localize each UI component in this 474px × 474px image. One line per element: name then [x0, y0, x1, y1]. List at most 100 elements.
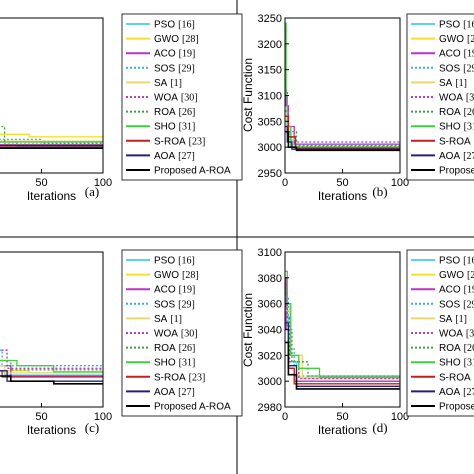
legend-entry-s-roa-b: S-ROA[23] — [439, 136, 474, 147]
series-line-roa-b — [285, 110, 400, 147]
x-tick-label-a-50: 50 — [35, 177, 47, 189]
legend-ref-s-roa-c: [23] — [189, 372, 206, 383]
series-line-woa-c — [0, 349, 103, 369]
legend-entry-aoa-a: AOA [27] — [154, 151, 195, 162]
legend-ref-gwo-a: [28] — [182, 34, 199, 45]
legend-entry-pso-c: PSO [16] — [154, 256, 195, 267]
series-line-sho-b — [285, 22, 400, 148]
legend-ref-aco-b: [19] — [464, 49, 474, 60]
legend-entry-sos-c: SOS [29] — [154, 299, 195, 310]
series-line-proposed-a-roa-b — [285, 130, 400, 152]
x-tick-label-d-50: 50 — [336, 411, 348, 423]
series-line-aco-a — [0, 143, 103, 146]
x-tick-label-d-0: 0 — [282, 411, 288, 423]
legend-ref-woa-a: [30] — [181, 93, 198, 104]
legend-entry-woa-d: WOA[30] — [439, 329, 474, 340]
x-tick-label-c-100: 100 — [94, 411, 112, 423]
legend-entry-sho-d: SHO[31] — [439, 358, 474, 369]
y-tick-label-d-3000: 3000 — [258, 376, 282, 388]
legend-ref-sa-c: [1] — [170, 314, 182, 325]
legend-entry-sos-b: SOS[29] — [439, 63, 474, 74]
legend-entry-roa-a: ROA [26] — [154, 107, 195, 118]
legend-entry-aoa-b: AOA[27] — [439, 151, 474, 162]
legend-entry-aco-d: ACO[19] — [439, 285, 474, 296]
series-line-s-roa-a — [0, 146, 103, 148]
series-line-roa-a — [0, 125, 103, 145]
legend-a: PSO [16]GWO [28]ACO [19]SOS [29]SA [1]WOA [30]… — [121, 13, 243, 181]
legend-c: PSO [16]GWO [28]ACO [19]SOS [29]SA [1]WOA [30]… — [121, 249, 243, 417]
x-tick-label-c-50: 50 — [35, 411, 47, 423]
legend-ref-pso-b: [16] — [463, 20, 474, 31]
legend-entry-sos-d: SOS[29] — [439, 299, 474, 310]
legend-ref-woa-c: [30] — [181, 329, 198, 340]
legend-ref-pso-a: [16] — [178, 20, 195, 31]
panel-c: 50 100 Iterations PSO [16] GWO [28] ACO [19] SOS[… — [0, 249, 243, 437]
legend-entry-s-roa-c: S-ROA [23] — [154, 372, 205, 383]
legend-entry-sho-b: SHO[31] — [439, 122, 474, 133]
legend-ref-aco-c: [19] — [179, 285, 196, 296]
legend-entry-proposed-a-roa-b: Proposed A-ROA — [439, 166, 474, 177]
legend-entry-roa-b: ROA[26] — [439, 107, 474, 118]
legend-entry-gwo-a: GWO [28] — [154, 34, 199, 45]
y-tick-label-b-2950: 2950 — [258, 168, 282, 180]
legend-ref-sos-a: [29] — [178, 63, 195, 74]
legend-ref-roa-a: [26] — [179, 107, 196, 118]
y-tick-label-b-3000: 3000 — [258, 142, 282, 154]
series-line-sho-c — [0, 359, 103, 373]
y-tick-label-d-3100: 3100 — [258, 247, 282, 259]
legend-ref-aco-a: [19] — [179, 49, 196, 60]
y-tick-label-b-3200: 3200 — [258, 39, 282, 51]
y-tick-label-b-3050: 3050 — [258, 116, 282, 128]
legend-ref-sho-c: [31] — [179, 358, 196, 369]
x-tick-label-a-100: 100 — [94, 177, 112, 189]
x-tick-label-b-100: 100 — [391, 177, 409, 189]
legend-ref-aco-d: [19] — [464, 285, 474, 296]
series-line-aco-c — [0, 365, 103, 377]
y-tick-label-d-3040: 3040 — [258, 325, 282, 337]
series-line-sa-a — [0, 140, 103, 142]
series-line-sho-d — [285, 270, 400, 378]
legend-ref-sa-b: [1] — [455, 78, 467, 89]
legend-ref-sos-c: [29] — [178, 299, 195, 310]
panel-caption-b: (b) — [372, 184, 387, 199]
legend-ref-sho-a: [31] — [179, 122, 196, 133]
series-line-roa-c — [0, 359, 103, 371]
series-line-proposed-a-roa-d — [285, 341, 400, 390]
legend-entry-proposed-a-roa-d: Proposed A-ROA — [439, 402, 474, 413]
legend-ref-gwo-d: [28] — [467, 270, 474, 281]
panel-c-series — [0, 349, 103, 385]
y-tick-label-d-3080: 3080 — [258, 273, 282, 285]
legend-entry-sho-c: SHO [31] — [154, 358, 195, 369]
x-axis-label-c: Iterations — [27, 423, 76, 437]
legend-ref-s-roa-a: [23] — [189, 136, 206, 147]
series-line-aoa-b — [285, 125, 400, 150]
y-axis-label-d: Cost Function — [241, 293, 255, 367]
legend-ref-woa-d: [30] — [466, 329, 474, 340]
legend-d: PSO[16]GWO[28]ACO[19]SOS[29]SA[1]WOA[30]… — [406, 249, 474, 417]
series-line-s-roa-c — [0, 370, 103, 378]
legend-ref-roa-c: [26] — [179, 343, 196, 354]
y-axis-label-b: Cost Function — [241, 58, 255, 132]
legend-entry-woa-c: WOA [30] — [154, 329, 198, 340]
legend-ref-roa-b: [26] — [464, 107, 474, 118]
x-tick-label-b-50: 50 — [336, 177, 348, 189]
legend-ref-sos-d: [29] — [463, 299, 474, 310]
legend-entry-gwo-b: GWO[28] — [439, 34, 474, 45]
legend-ref-aoa-c: [27] — [178, 387, 195, 398]
legend-entry-woa-b: WOA[30] — [439, 93, 474, 104]
panel-a: 50 100 Iterations PSO [16] GWO [28] ACO [19] SOS[… — [0, 13, 243, 203]
legend-ref-pso-c: [16] — [178, 256, 195, 267]
y-tick-label-d-3020: 3020 — [258, 350, 282, 362]
legend-entry-aoa-d: AOA[27] — [439, 387, 474, 398]
y-tick-label-b-3150: 3150 — [258, 65, 282, 77]
panel-caption-d: (d) — [372, 420, 387, 435]
series-line-sa-c — [0, 365, 103, 374]
y-tick-label-d-3060: 3060 — [258, 299, 282, 311]
x-axis-label-a: Iterations — [27, 189, 76, 203]
panel-b-series — [285, 22, 400, 152]
panel-caption-c: (c) — [85, 420, 99, 435]
legend-box-b — [406, 13, 474, 181]
legend-ref-gwo-b: [28] — [467, 34, 474, 45]
legend-box-d — [406, 249, 474, 417]
